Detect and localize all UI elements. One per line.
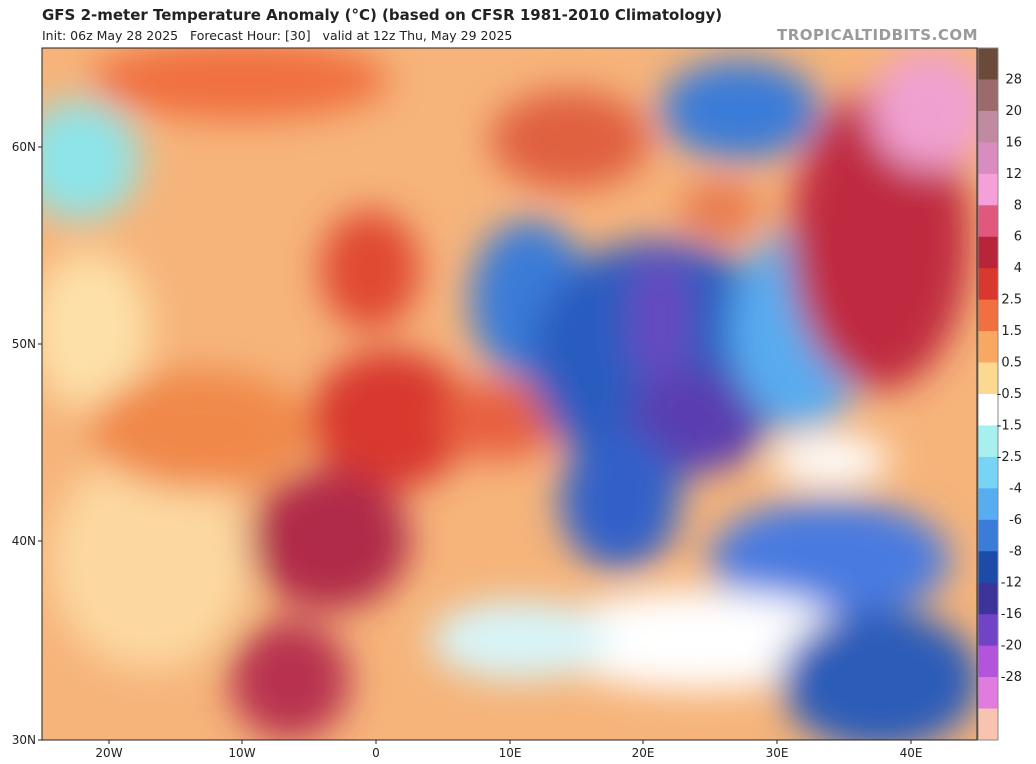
colorbar-swatch	[978, 551, 998, 584]
colorbar-label: -12	[1001, 576, 1022, 591]
colorbar-swatch	[978, 677, 998, 710]
lat-label: 60N	[12, 140, 36, 154]
axes: 60N 50N 40N 30N 20W 10W 0 10E 20E 30E 40E	[12, 140, 923, 760]
colorbar-swatch	[978, 362, 998, 395]
colorbar-label: -8	[1009, 544, 1022, 559]
colorbar-swatch	[978, 48, 998, 80]
colorbar-label: -28	[1001, 670, 1022, 685]
colorbar-label: 28	[1005, 72, 1022, 87]
colorbar-label: -20	[1001, 639, 1022, 654]
colorbar-swatch	[978, 708, 998, 741]
colorbar: 28 20 16 12 8 6 4 2.5 1.5 0.5 -0.5 -1.5 -2.5 -4 -6 -8 -1…	[977, 47, 1022, 741]
colorbar-label: 6	[1014, 230, 1022, 245]
colorbar-swatch	[978, 236, 998, 269]
lon-label: 40E	[900, 746, 923, 760]
colorbar-label: 20	[1005, 104, 1022, 119]
lon-label: 10W	[228, 746, 255, 760]
colorbar-swatch	[978, 173, 998, 206]
lon-label: 10E	[499, 746, 522, 760]
lon-label: 30E	[766, 746, 789, 760]
colorbar-swatch	[978, 205, 998, 238]
colorbar-swatch	[978, 645, 998, 678]
lat-label: 30N	[12, 733, 36, 747]
colorbar-swatch	[978, 456, 998, 489]
lon-label: 0	[372, 746, 380, 760]
colorbar-label: 12	[1005, 167, 1022, 182]
colorbar-label: -4	[1009, 481, 1022, 496]
colorbar-label: -2.5	[997, 450, 1022, 465]
colorbar-label: -6	[1009, 513, 1022, 528]
colorbar-swatch	[978, 142, 998, 175]
colorbar-swatch	[978, 519, 998, 552]
colorbar-swatch	[978, 79, 998, 112]
colorbar-frame	[977, 47, 999, 741]
colorbar-label: -16	[1001, 607, 1022, 622]
subtitle: Init: 06z May 28 2025 Forecast Hour: [30…	[42, 28, 513, 43]
colorbar-label: -1.5	[997, 418, 1022, 433]
colorbar-label: 2.5	[1001, 293, 1022, 308]
colorbar-label: 1.5	[1001, 324, 1022, 339]
colorbar-swatch	[978, 488, 998, 521]
lon-label: 20E	[632, 746, 655, 760]
colorbar-swatch	[978, 394, 998, 426]
anomaly-field	[42, 48, 977, 740]
watermark: TROPICALTIDBITS.COM	[777, 26, 978, 44]
colorbar-label: 0.5	[1001, 356, 1022, 371]
colorbar-label: -0.5	[997, 387, 1022, 402]
lat-label: 40N	[12, 534, 36, 548]
colorbar-label: 8	[1014, 198, 1022, 213]
colorbar-swatch	[978, 614, 998, 647]
colorbar-label: 4	[1014, 261, 1022, 276]
title: GFS 2-meter Temperature Anomaly (°C) (ba…	[42, 6, 723, 24]
colorbar-swatch	[978, 268, 998, 301]
colorbar-swatch	[978, 299, 998, 332]
colorbar-swatch	[978, 425, 998, 458]
colorbar-swatch	[978, 331, 998, 364]
lon-label: 20W	[95, 746, 122, 760]
lat-label: 50N	[12, 337, 36, 351]
colorbar-swatch	[978, 582, 998, 615]
colorbar-label: 16	[1005, 135, 1022, 150]
colorbar-swatch	[978, 110, 998, 143]
